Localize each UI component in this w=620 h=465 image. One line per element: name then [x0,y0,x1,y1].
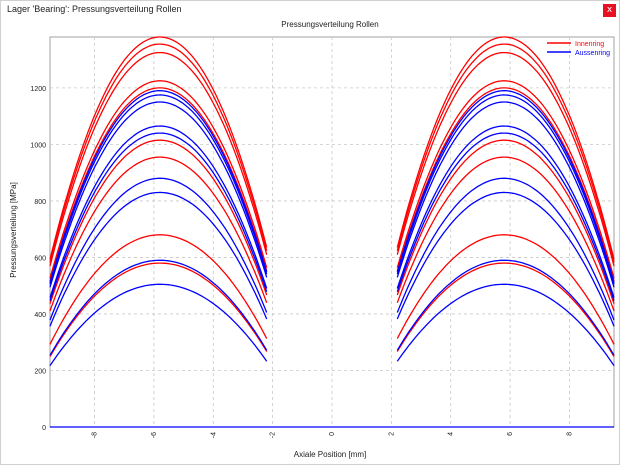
series-line-aussenring [49,125,268,298]
x-tick-label: 0 [329,432,336,436]
y-axis: 0 200 400 600 800 1000 1200 [30,86,46,432]
series-line-innenring [396,43,615,263]
series-line-innenring [396,51,615,267]
series-line-innenring [49,262,268,357]
series-line-aussenring [396,125,615,298]
series-line-innenring [396,139,615,304]
series-line-aussenring [49,283,268,367]
series-line-innenring [49,87,268,282]
series-line-aussenring [49,94,268,285]
plot-area [49,36,615,428]
series-line-aussenring [396,177,615,321]
y-tick-label: 1200 [30,86,46,93]
series-line-innenring [396,80,615,279]
y-tick-label: 600 [34,255,46,262]
series-line-aussenring [49,191,268,327]
series-line-aussenring [49,177,268,321]
grid [49,36,615,428]
x-tick-label: 2 [388,432,395,436]
series-line-innenring [49,139,268,304]
y-tick-label: 200 [34,368,46,375]
series-line-aussenring [396,132,615,301]
window-title: Lager 'Bearing': Pressungsverteilung Rol… [7,4,182,14]
series-line-innenring [396,234,615,345]
series-line-innenring [49,234,268,345]
series-line-aussenring [396,94,615,285]
series-line-aussenring [49,259,268,356]
close-icon[interactable]: x [603,4,616,17]
series-line-innenring [49,43,268,263]
y-tick-label: 400 [34,312,46,319]
legend: Innenring Aussenring [547,41,610,57]
legend-label-aussenring: Aussenring [575,50,610,57]
x-axis-label: Axiale Position [mm] [294,450,366,459]
chart-title: Pressungsverteilung Rollen [281,20,378,29]
title-bar[interactable]: Lager 'Bearing': Pressungsverteilung Rol… [1,1,619,20]
series-line-innenring [396,87,615,282]
series-line-innenring [49,51,268,267]
x-axis: -8 -6 -4 -2 0 2 4 6 8 [92,432,574,438]
series-line-aussenring [396,283,615,367]
series-line-aussenring [396,101,615,288]
series-line-aussenring [49,132,268,301]
legend-label-innenring: Innenring [575,41,604,48]
series-line-innenring [49,80,268,279]
series-line-aussenring [396,90,615,283]
x-tick-label: -6 [151,432,158,438]
y-tick-label: 1000 [30,142,46,149]
series-line-aussenring [396,259,615,356]
x-tick-label: 8 [566,432,573,436]
x-tick-label: -2 [270,432,277,438]
y-tick-label: 800 [34,199,46,206]
series-line-innenring [396,262,615,357]
x-tick-label: 6 [507,432,514,436]
x-tick-label: -4 [210,432,217,438]
y-axis-label: Pressungsverteilung [MPa] [9,182,18,278]
series-line-innenring [396,36,615,260]
series-line-innenring [396,156,615,312]
series-line-aussenring [396,191,615,327]
series-line-innenring [49,156,268,312]
series-line-innenring [49,36,268,260]
series-line-aussenring [49,101,268,288]
x-tick-label: 4 [448,432,455,436]
x-tick-label: -8 [92,432,99,438]
y-tick-label: 0 [42,425,46,432]
series-line-aussenring [49,90,268,283]
